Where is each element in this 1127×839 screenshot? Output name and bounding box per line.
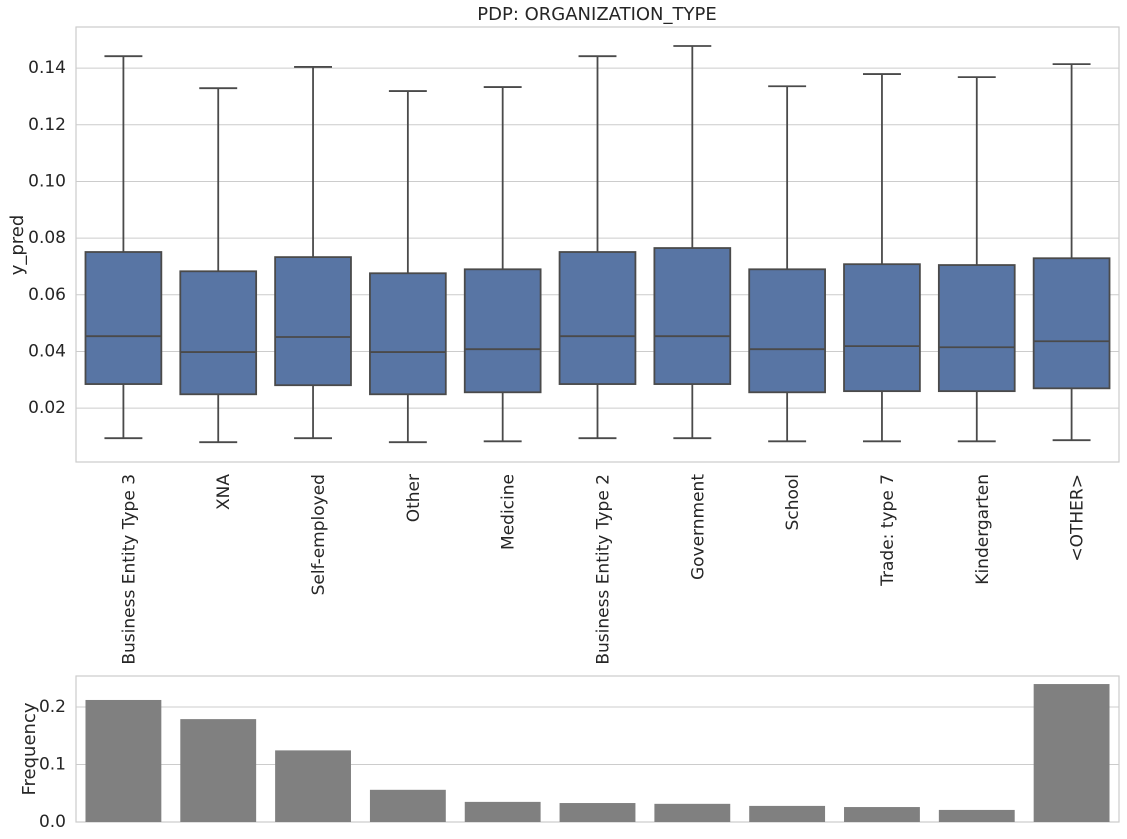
- x-tick-label: Kindergarten: [973, 474, 993, 585]
- box: [653, 247, 732, 385]
- bar: [85, 699, 162, 822]
- bar: [749, 805, 826, 822]
- x-tick-label: Medicine: [499, 474, 519, 550]
- box: [1032, 257, 1111, 390]
- box: [179, 270, 258, 396]
- box: [748, 268, 826, 394]
- bar: [654, 803, 731, 822]
- y-tick-label: 0.1: [39, 755, 66, 775]
- y-tick-label: 0.14: [28, 58, 66, 78]
- bar: [275, 750, 351, 822]
- bar: [938, 809, 1015, 822]
- x-tick-label: School: [783, 474, 803, 530]
- y-tick-label: 0.08: [28, 228, 66, 248]
- x-tick-label: XNA: [214, 474, 234, 510]
- y-axis-label: y_pred: [7, 215, 28, 276]
- bar: [559, 803, 636, 822]
- x-tick-label: Other: [404, 474, 424, 522]
- y-axis-label: Frequency: [19, 702, 40, 795]
- bar: [844, 807, 920, 822]
- box: [843, 263, 921, 393]
- y-tick-label: 0.06: [28, 285, 66, 305]
- bar: [180, 719, 257, 822]
- bar: [369, 789, 446, 822]
- bar: [464, 801, 541, 822]
- y-tick-label: 0.02: [28, 398, 66, 418]
- x-tick-label: Business Entity Type 2: [594, 474, 614, 665]
- y-tick-label: 0.04: [28, 341, 66, 361]
- y-tick-label: 0.12: [28, 115, 66, 135]
- box: [84, 251, 163, 385]
- x-tick-label: <OTHER>: [1068, 474, 1088, 562]
- chart-title: PDP: ORGANIZATION_TYPE: [477, 4, 716, 25]
- x-tick-label: Trade: type 7: [878, 474, 898, 587]
- box: [558, 251, 637, 385]
- box: [369, 272, 447, 396]
- y-tick-label: 0.0: [39, 812, 66, 832]
- y-tick-label: 0.10: [28, 171, 66, 191]
- y-tick-label: 0.2: [39, 697, 66, 717]
- box: [463, 268, 542, 394]
- box: [274, 256, 352, 387]
- plot-frame: [75, 26, 1120, 463]
- bar: [1033, 684, 1110, 822]
- box: [937, 264, 1016, 393]
- x-tick-label: Business Entity Type 3: [119, 474, 139, 665]
- x-tick-label: Government: [688, 474, 708, 580]
- x-tick-label: Self-employed: [309, 474, 329, 595]
